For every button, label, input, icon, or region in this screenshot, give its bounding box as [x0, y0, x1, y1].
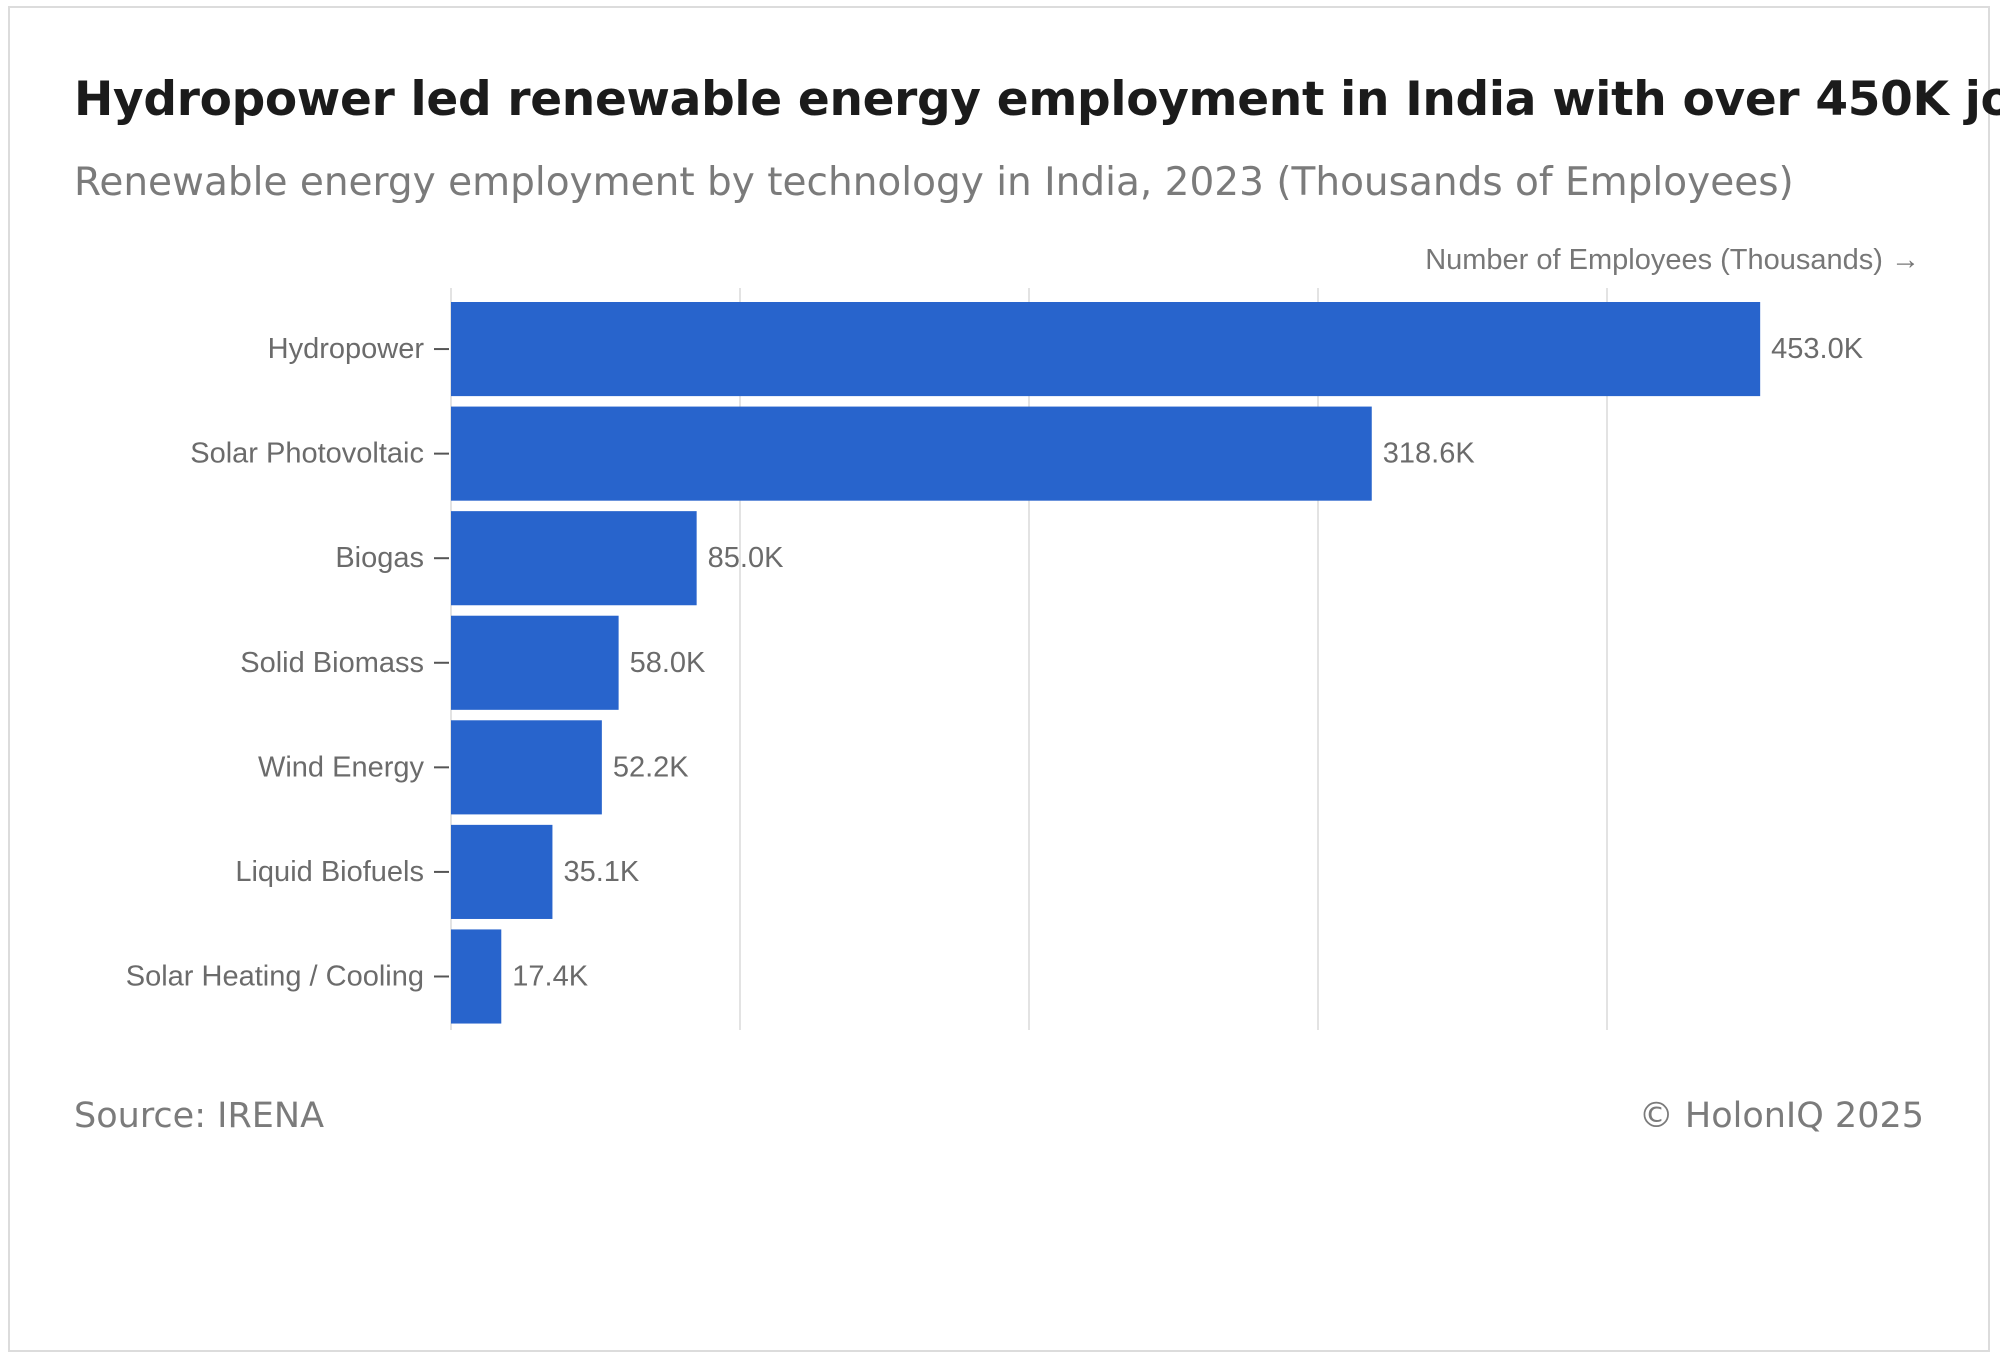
- bar-liquid-biofuels: [451, 824, 553, 919]
- category-label: Solar Photovoltaic: [190, 438, 424, 470]
- data-label: 52.2K: [613, 751, 689, 783]
- category-label: Wind Energy: [258, 751, 425, 783]
- category-label: Hydropower: [268, 333, 425, 365]
- category-label: Solar Heating / Cooling: [126, 960, 424, 992]
- data-label: 17.4K: [512, 960, 588, 992]
- source-note: Source: IRENA: [74, 1096, 325, 1136]
- data-label: 453.0K: [1771, 333, 1864, 365]
- chart-card: [8, 6, 1990, 1352]
- data-label: 58.0K: [630, 647, 706, 679]
- chart-subtitle: Renewable energy employment by technolog…: [74, 160, 1794, 205]
- bar-solar-heating-cooling: [451, 929, 502, 1024]
- copyright-note: © HolonIQ 2025: [1638, 1096, 1924, 1136]
- bar-solar-photovoltaic: [451, 406, 1372, 501]
- x-axis-title: Number of Employees (Thousands) →: [1425, 244, 1920, 276]
- data-label: 85.0K: [708, 542, 784, 574]
- bar-hydropower: [451, 302, 1761, 397]
- bar-wind-energy: [451, 720, 602, 815]
- gridlines: [450, 288, 1608, 1030]
- data-label: 318.6K: [1383, 438, 1476, 470]
- chart-title: Hydropower led renewable energy employme…: [74, 72, 2000, 127]
- category-label: Biogas: [335, 542, 424, 574]
- bar-solid-biomass: [451, 615, 619, 710]
- category-label: Solid Biomass: [240, 647, 424, 679]
- data-label: 35.1K: [563, 856, 639, 888]
- bars: [451, 302, 1761, 1024]
- labels: Hydropower 453.0K Solar Photovoltaic 318.6K…: [126, 333, 1864, 992]
- bar-biogas: [451, 511, 697, 606]
- category-label: Liquid Biofuels: [235, 856, 424, 888]
